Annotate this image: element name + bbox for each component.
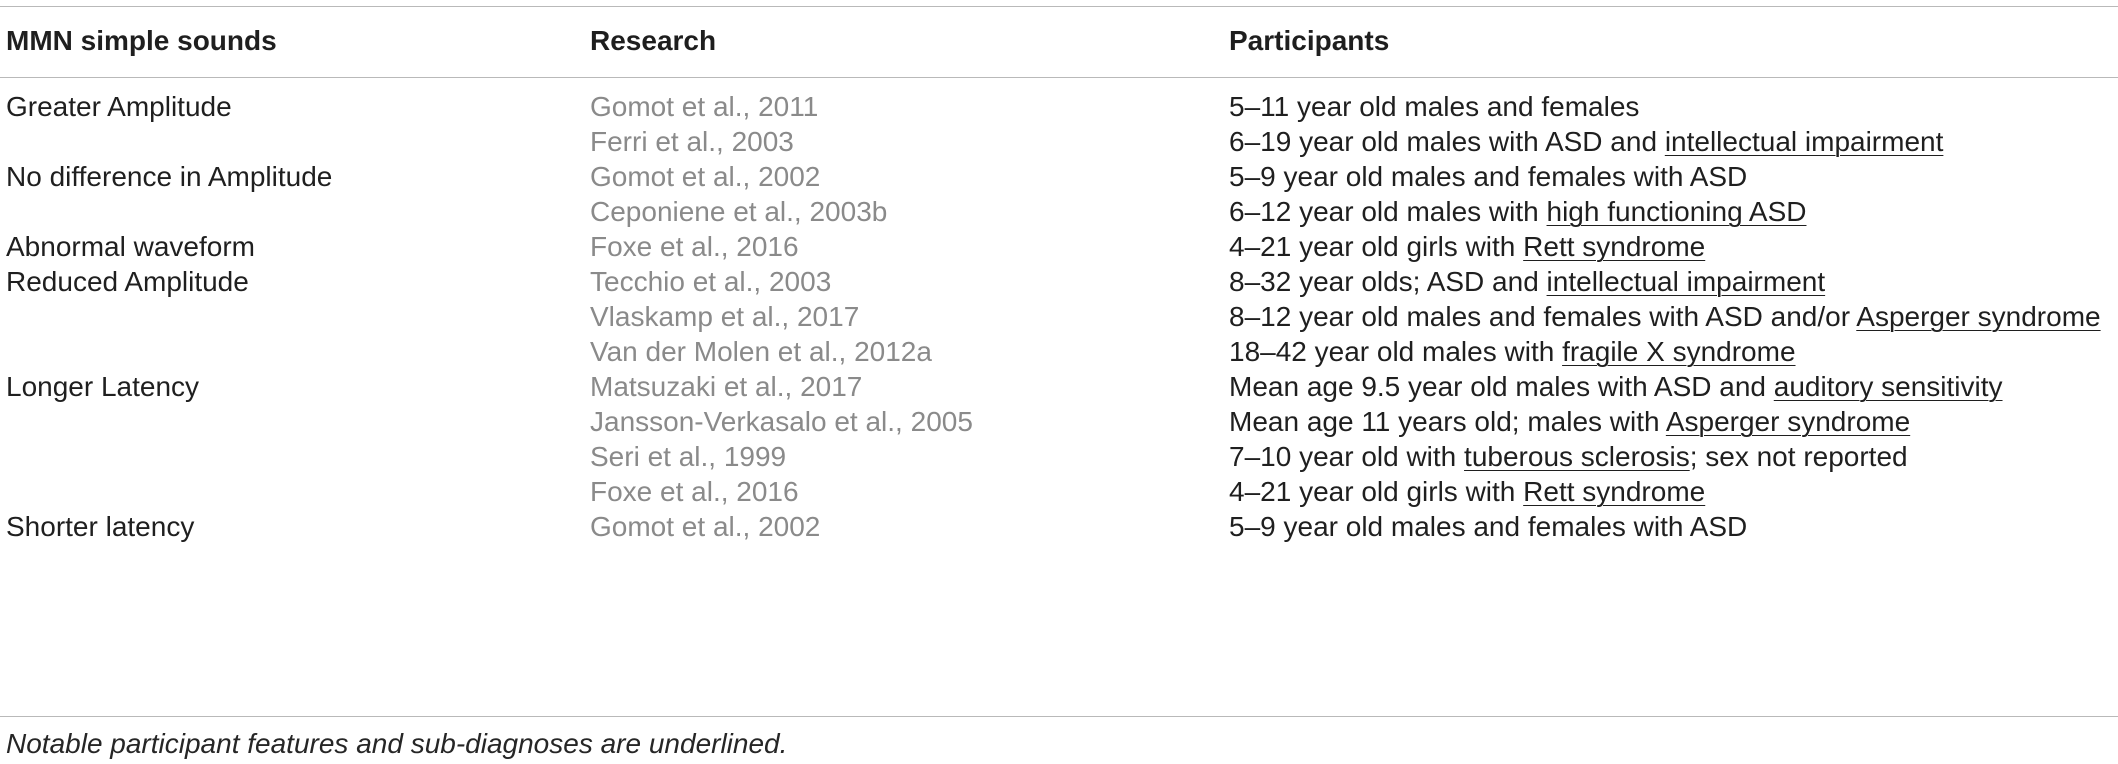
- header-research: Research: [590, 25, 717, 56]
- participants-underlined-feature: intellectual impairment: [1546, 266, 1826, 297]
- participants-text: 8–12 year old males and females with ASD…: [1229, 301, 1857, 332]
- table-header-rule: [0, 77, 2118, 78]
- table-footnote: Notable participant features and sub-dia…: [6, 728, 788, 759]
- participants-text: 8–32 year olds; ASD and: [1229, 266, 1547, 297]
- cell-research: Ceponiene et al., 2003b: [590, 196, 888, 227]
- table-row: Ferri et al., 2003 6–19 year old males wi…: [0, 118, 2118, 165]
- cell-research: Seri et al., 1999: [590, 441, 787, 472]
- participants-underlined-feature: fragile X syndrome: [1562, 336, 1796, 367]
- cell-participants: 8–12 year old males and females with ASD…: [1229, 293, 2101, 340]
- cell-research: Tecchio et al., 2003: [590, 266, 832, 297]
- cell-research: Ferri et al., 2003: [590, 126, 794, 157]
- participants-text: 7–10 year old with: [1229, 441, 1465, 472]
- cell-participants: Mean age 11 years old; males with Asperg…: [1229, 398, 1910, 445]
- participants-text-suffix: ; sex not reported: [1689, 441, 1908, 472]
- cell-participants: 6–12 year old males with high functionin…: [1229, 188, 1806, 235]
- cell-category: No difference in Amplitude: [6, 161, 333, 192]
- cell-category: Longer Latency: [6, 371, 200, 402]
- participants-underlined-feature: Rett syndrome: [1523, 476, 1706, 507]
- participants-text: 5–9 year old males and females with ASD: [1229, 511, 1748, 542]
- participants-text: Mean age 9.5 year old males with ASD and: [1229, 371, 1774, 402]
- cell-research: Gomot et al., 2002: [590, 511, 821, 542]
- participants-underlined-feature: Asperger syndrome: [1856, 301, 2101, 332]
- cell-category: Greater Amplitude: [6, 91, 232, 122]
- header-mmn-simple-sounds: MMN simple sounds: [6, 25, 277, 56]
- cell-category: Reduced Amplitude: [6, 266, 249, 297]
- participants-text: 4–21 year old girls with: [1229, 231, 1524, 262]
- cell-participants: 8–32 year olds; ASD and intellectual imp…: [1229, 258, 1825, 305]
- table-row: Longer Latency Matsuzaki et al., 2017 Mean…: [0, 363, 2118, 410]
- table-row: Seri et al., 1999 7–10 year old with tube…: [0, 433, 2118, 480]
- cell-participants: 6–19 year old males with ASD and intelle…: [1229, 118, 1943, 165]
- table-bottom-rule: [0, 716, 2118, 717]
- participants-text: 18–42 year old males with: [1229, 336, 1563, 367]
- cell-category: Shorter latency: [6, 511, 195, 542]
- cell-research: Vlaskamp et al., 2017: [590, 301, 860, 332]
- participants-underlined-feature: auditory sensitivity: [1773, 371, 2003, 402]
- cell-participants: 5–9 year old males and females with ASD: [1229, 153, 1747, 200]
- table-header-row: MMN simple sounds Research Participants: [0, 17, 2118, 65]
- participants-text: 5–9 year old males and females with ASD: [1229, 161, 1748, 192]
- cell-participants: 5–9 year old males and females with ASD: [1229, 503, 1747, 550]
- cell-participants: 4–21 year old girls with Rett syndrome: [1229, 468, 1705, 515]
- participants-underlined-feature: high functioning ASD: [1546, 196, 1807, 227]
- cell-category: Abnormal waveform: [6, 231, 255, 262]
- participants-underlined-feature: Asperger syndrome: [1665, 406, 1911, 437]
- participants-text: Mean age 11 years old; males with: [1229, 406, 1666, 437]
- table-row: Jansson-Verkasalo et al., 2005 Mean age 1…: [0, 398, 2118, 445]
- cell-research: Matsuzaki et al., 2017: [590, 371, 863, 402]
- participants-text: 5–11 year old males and females: [1229, 91, 1640, 122]
- participants-underlined-feature: Rett syndrome: [1523, 231, 1706, 262]
- participants-text: 4–21 year old girls with: [1229, 476, 1524, 507]
- cell-research: Gomot et al., 2002: [590, 161, 821, 192]
- header-participants: Participants: [1229, 25, 1390, 56]
- cell-participants: 7–10 year old with tuberous sclerosis; s…: [1229, 433, 1908, 480]
- table-row: Shorter latency Gomot et al., 2002 5–9 yea…: [0, 503, 2118, 550]
- cell-research: Gomot et al., 2011: [590, 91, 819, 122]
- cell-research: Foxe et al., 2016: [590, 231, 799, 262]
- participants-underlined-feature: intellectual impairment: [1664, 126, 1944, 157]
- table-row: Ceponiene et al., 2003b 6–12 year old mal…: [0, 188, 2118, 235]
- table-row: Foxe et al., 2016 4–21 year old girls wit…: [0, 468, 2118, 515]
- participants-text: 6–19 year old males with ASD and: [1229, 126, 1665, 157]
- table-row: Abnormal waveform Foxe et al., 2016 4–21 y…: [0, 223, 2118, 270]
- table-top-rule: [0, 6, 2118, 7]
- cell-participants: 5–11 year old males and females: [1229, 83, 1639, 130]
- table-row: Van der Molen et al., 2012a 18–42 year ol…: [0, 328, 2118, 375]
- cell-participants: 18–42 year old males with fragile X synd…: [1229, 328, 1796, 375]
- cell-research: Jansson-Verkasalo et al., 2005: [590, 406, 973, 437]
- cell-research: Van der Molen et al., 2012a: [590, 336, 932, 367]
- cell-participants: Mean age 9.5 year old males with ASD and…: [1229, 363, 2003, 410]
- table-row: Vlaskamp et al., 2017 8–12 year old males…: [0, 293, 2118, 340]
- participants-text: 6–12 year old males with: [1229, 196, 1547, 227]
- cell-research: Foxe et al., 2016: [590, 476, 799, 507]
- table-row: No difference in Amplitude Gomot et al., …: [0, 153, 2118, 200]
- participants-underlined-feature: tuberous sclerosis: [1464, 441, 1690, 472]
- cell-participants: 4–21 year old girls with Rett syndrome: [1229, 223, 1705, 270]
- table-row: Reduced Amplitude Tecchio et al., 2003 8–3…: [0, 258, 2118, 305]
- table-row: Greater Amplitude Gomot et al., 2011 5–11 …: [0, 83, 2118, 130]
